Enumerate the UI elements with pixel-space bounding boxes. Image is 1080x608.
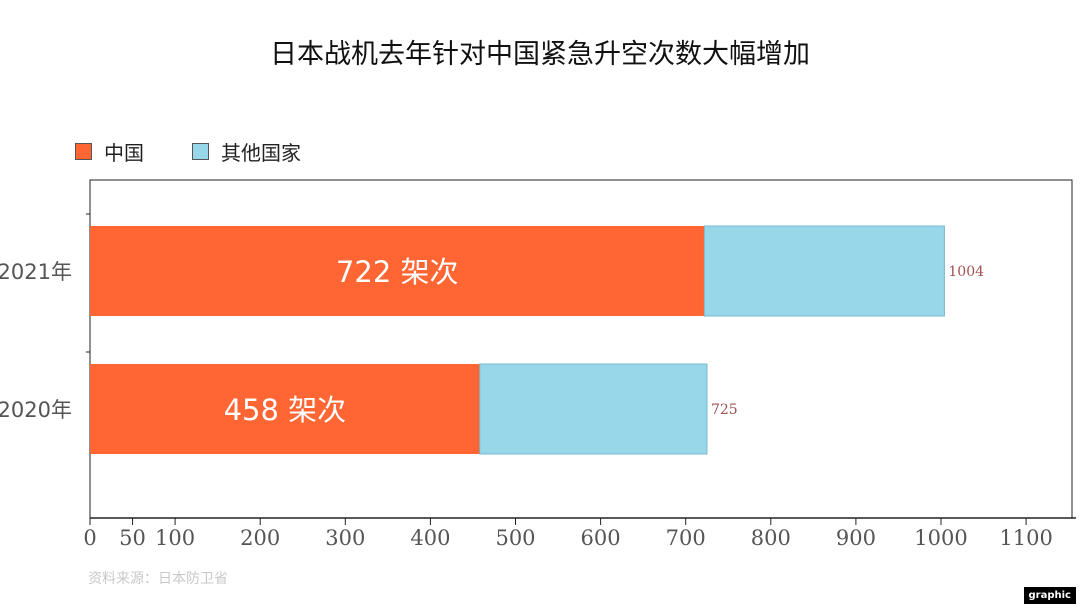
x-tick-label: 700 xyxy=(666,526,706,550)
chart-title: 日本战机去年针对中国紧急升空次数大幅增加 xyxy=(270,39,810,70)
x-tick-label: 300 xyxy=(325,526,365,550)
x-tick-label: 600 xyxy=(581,526,621,550)
bar-other xyxy=(703,225,945,317)
y-category-label: 2021年 xyxy=(0,260,72,284)
source-note: 资料来源：日本防卫省 xyxy=(88,571,228,587)
bar-other xyxy=(479,363,708,455)
legend-swatch-other xyxy=(192,142,209,160)
bar-total-label: 1004 xyxy=(948,264,984,280)
bar-chart: 0 50 100 200 300 400 500 600 700 800 900 1000 1100 20… xyxy=(0,179,1076,550)
bar-total-label: 725 xyxy=(711,402,738,418)
legend-swatch-china xyxy=(75,142,92,160)
legend-label-china: 中国 xyxy=(104,140,144,165)
x-tick-label: 0 xyxy=(83,526,96,550)
x-tick-label: 1000 xyxy=(914,526,967,550)
bar-value-label: 458 架次 xyxy=(224,393,347,427)
x-tick-label: 800 xyxy=(751,526,791,550)
x-tick-label: 1100 xyxy=(999,526,1052,550)
bar-china xyxy=(90,364,480,454)
graphic-badge: graphic xyxy=(1023,587,1076,604)
x-tick-label: 100 xyxy=(155,526,195,550)
bar-value-label: 722 架次 xyxy=(336,255,459,289)
x-tick-label: 400 xyxy=(410,526,450,550)
legend-item-other: 其他国家 xyxy=(192,139,301,165)
legend-item-china: 中国 xyxy=(75,139,144,165)
legend-label-other: 其他国家 xyxy=(221,140,301,165)
y-category-label: 2020年 xyxy=(0,398,72,422)
bar-china xyxy=(90,226,705,316)
x-tick-label: 50 xyxy=(119,526,146,550)
x-tick-label: 500 xyxy=(495,526,535,550)
x-tick-label: 900 xyxy=(836,526,876,550)
x-tick-label: 200 xyxy=(240,526,280,550)
